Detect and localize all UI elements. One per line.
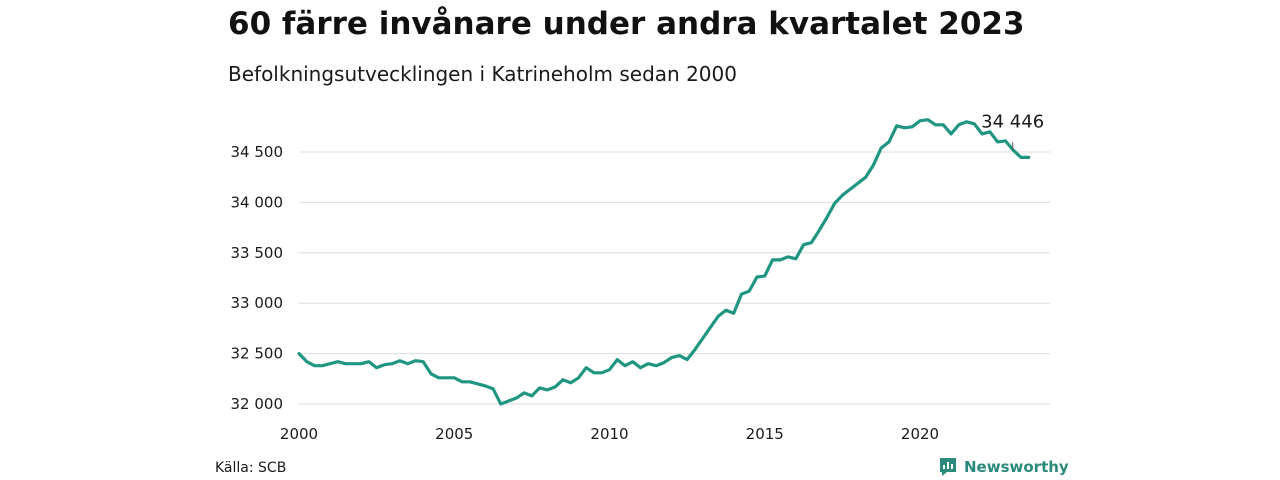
x-tick-label: 2010 bbox=[590, 425, 628, 443]
end-value-label: 34 446 bbox=[981, 111, 1044, 132]
y-tick-label: 32 000 bbox=[231, 395, 284, 413]
y-tick-label: 32 500 bbox=[231, 345, 284, 363]
y-tick-label: 33 500 bbox=[231, 244, 284, 262]
brand-logo: Newsworthy bbox=[938, 456, 1069, 478]
grid-lines bbox=[299, 151, 1050, 405]
brand-name: Newsworthy bbox=[964, 458, 1069, 476]
y-tick-label: 33 000 bbox=[231, 294, 284, 312]
x-tick-label: 2015 bbox=[746, 425, 784, 443]
chart-subtitle: Befolkningsutvecklingen i Katrineholm se… bbox=[228, 62, 737, 86]
y-tick-label: 34 000 bbox=[231, 193, 284, 211]
y-axis-ticks: 32 000 32 500 33 000 33 500 34 000 34 500 bbox=[231, 143, 284, 413]
x-axis-ticks: 2000 2005 2010 2015 2020 bbox=[280, 425, 939, 443]
x-tick-label: 2020 bbox=[901, 425, 939, 443]
y-tick-label: 34 500 bbox=[231, 143, 284, 161]
source-note: Källa: SCB bbox=[215, 460, 287, 476]
x-tick-label: 2000 bbox=[280, 425, 318, 443]
newsworthy-logo-icon bbox=[940, 458, 956, 476]
line-chart: 32 000 32 500 33 000 33 500 34 000 34 500 200… bbox=[231, 111, 1050, 443]
chart-title: 60 färre invånare under andra kvartalet … bbox=[228, 6, 1025, 42]
x-tick-label: 2005 bbox=[435, 425, 473, 443]
population-line bbox=[297, 118, 1031, 406]
